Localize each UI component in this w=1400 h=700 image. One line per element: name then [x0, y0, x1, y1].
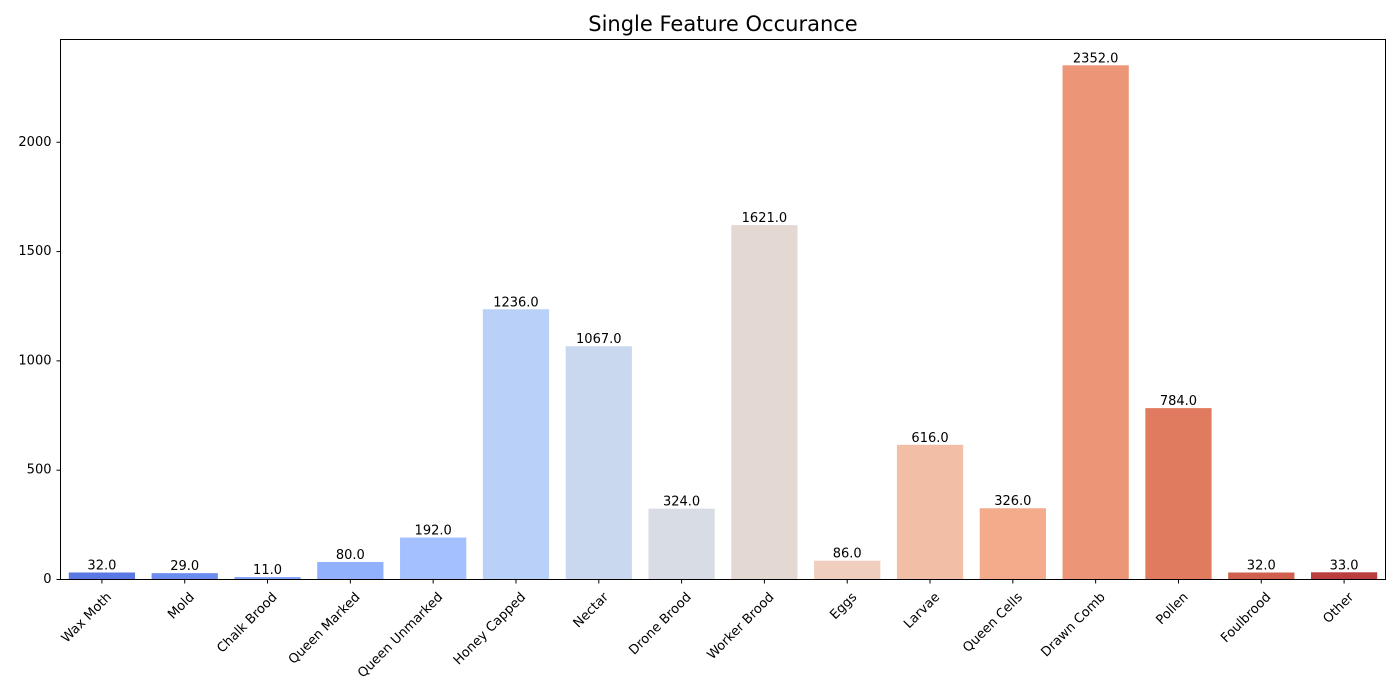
- bar-value-label: 1067.0: [576, 332, 622, 347]
- bar-wax-moth: [68, 572, 136, 580]
- bar-drone-brood: [648, 508, 715, 580]
- y-tick-label: 1500: [18, 244, 51, 259]
- bar-value-label: 1236.0: [493, 295, 539, 310]
- x-tick-label: Worker Brood: [705, 590, 778, 663]
- chart-title: Single Feature Occurance: [588, 12, 857, 36]
- bar-value-label: 33.0: [1330, 558, 1359, 573]
- plot-frame: [60, 39, 1386, 580]
- bar-honey-capped: [482, 309, 550, 580]
- bar-worker-brood: [731, 225, 798, 580]
- bar-value-label: 32.0: [1247, 559, 1276, 574]
- y-tick-label: 2000: [18, 135, 51, 150]
- bar-value-label: 326.0: [994, 494, 1031, 509]
- x-tick-label: Other: [1320, 589, 1357, 626]
- bar-value-label: 80.0: [336, 548, 365, 563]
- y-axis: 0 500 1000 1500 2000: [18, 135, 61, 587]
- bar-queen-unmarked: [400, 537, 467, 580]
- x-tick-label: Pollen: [1153, 590, 1191, 628]
- bar-foulbrood: [1228, 572, 1295, 580]
- bar-queen-marked: [317, 562, 384, 580]
- x-tick-label: Chalk Brood: [214, 590, 280, 656]
- bar-value-label: 324.0: [663, 495, 700, 510]
- bar-queen-cells: [979, 508, 1046, 580]
- x-tick-label: Larvae: [901, 590, 943, 632]
- x-tick-label: Drawn Comb: [1039, 590, 1109, 660]
- x-tick-label: Foulbrood: [1218, 590, 1274, 646]
- bar-value-label: 616.0: [911, 431, 948, 446]
- bar-larvae: [896, 444, 964, 580]
- y-tick-label: 0: [43, 572, 51, 587]
- bar-nectar: [565, 346, 632, 580]
- bar-value-label: 86.0: [833, 547, 862, 562]
- bar-value-label: 192.0: [415, 524, 452, 539]
- x-tick-label: Queen Marked: [286, 590, 364, 668]
- x-tick-label: Eggs: [827, 590, 860, 623]
- bar-value-label: 11.0: [253, 563, 282, 578]
- bar-other: [1310, 572, 1378, 580]
- x-tick-label: Drone Brood: [626, 590, 694, 658]
- x-axis: Wax Moth Mold Chalk Brood Queen MarkedQueen…: [59, 579, 1358, 681]
- x-tick-label: Wax Moth: [59, 590, 115, 646]
- bar-value-label: 29.0: [170, 559, 199, 574]
- bar-eggs: [814, 560, 881, 580]
- bar-chalk-brood: [234, 577, 301, 580]
- bar-value-label: 32.0: [87, 559, 116, 574]
- x-tick-label: Mold: [165, 590, 198, 623]
- bar-mold: [151, 573, 218, 580]
- y-tick-label: 1000: [18, 353, 51, 368]
- x-tick-label: Honey Capped: [451, 590, 529, 668]
- bars-group: [68, 65, 1378, 580]
- x-tick-label: Queen Unmarked: [355, 590, 446, 681]
- y-tick-label: 500: [27, 463, 52, 478]
- x-tick-label: Nectar: [571, 589, 613, 631]
- bar-value-labels: 32.0 29.0 11.0 80.0 192.0 1236.0 1067.0 324.0 16…: [87, 51, 1358, 578]
- bar-value-label: 1621.0: [742, 211, 788, 226]
- bar-pollen: [1145, 408, 1212, 580]
- bar-drawn-comb: [1062, 65, 1129, 580]
- x-tick-label: Queen Cells: [960, 590, 1026, 656]
- bar-value-label: 784.0: [1160, 394, 1197, 409]
- bar-value-label: 2352.0: [1073, 51, 1119, 66]
